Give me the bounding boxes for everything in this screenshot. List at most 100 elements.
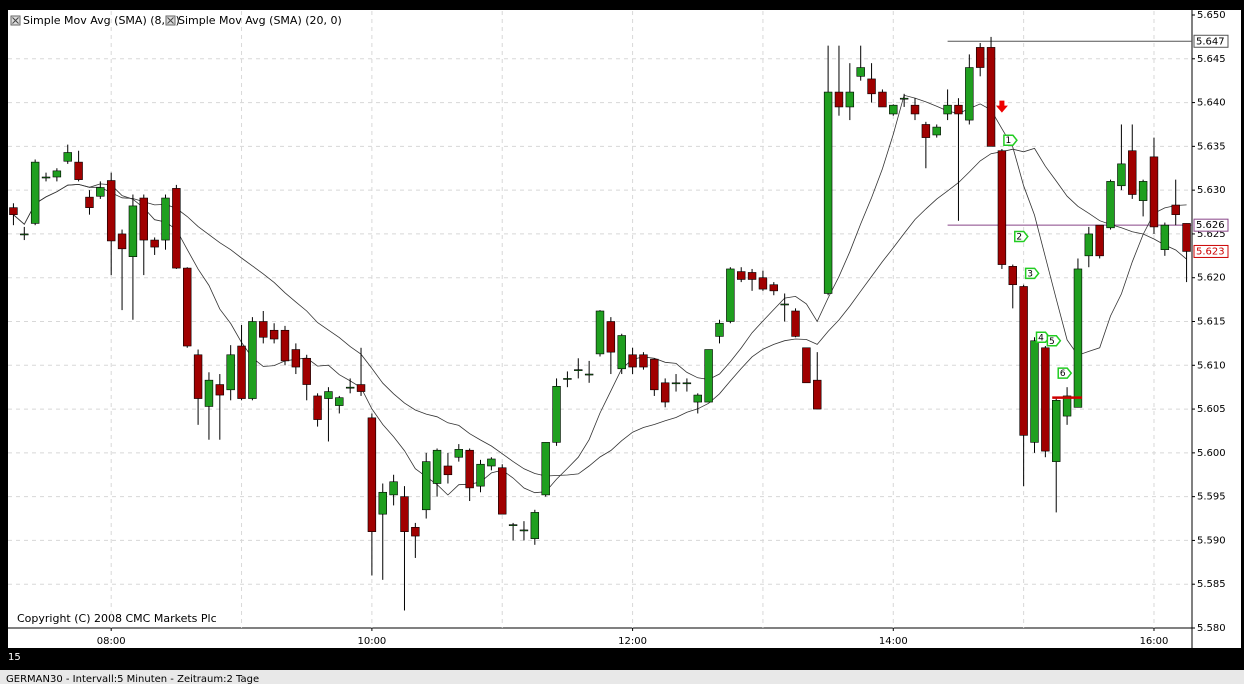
candle-body — [845, 91, 855, 108]
candle-body — [965, 67, 974, 121]
candle-body — [660, 382, 670, 403]
candle-body — [595, 310, 605, 355]
candle-body — [1106, 181, 1115, 229]
candle-body — [498, 467, 507, 515]
candle-body — [237, 345, 246, 399]
candle-body — [1019, 286, 1028, 436]
candle-body — [432, 449, 442, 484]
price-axis — [1192, 10, 1241, 648]
signal-label: 6 — [1060, 369, 1066, 379]
candle-body — [1030, 340, 1039, 443]
candle-body — [867, 78, 876, 95]
y-tick-label: 5.610 — [1197, 360, 1226, 371]
y-tick-label: 5.645 — [1197, 54, 1226, 65]
candle-body — [1052, 400, 1061, 462]
candle-body — [704, 349, 713, 403]
legend-check — [12, 17, 19, 24]
x-tick-label: 16:00 — [1140, 636, 1169, 647]
candle-body — [63, 152, 72, 162]
candle-body — [910, 104, 920, 115]
candle-body — [421, 461, 431, 511]
signal-label: 3 — [1027, 269, 1033, 279]
candle-body — [563, 378, 572, 380]
signal-flag — [1046, 335, 1062, 347]
footer-left: 15 — [8, 652, 21, 663]
candle-body — [41, 176, 51, 179]
candle-body — [9, 207, 18, 215]
candle-body — [280, 329, 290, 362]
candle-body — [715, 322, 724, 337]
candle-body — [574, 369, 583, 371]
candle-body — [671, 382, 681, 385]
candle-body — [726, 268, 735, 322]
y-tick-label: 5.650 — [1197, 10, 1226, 21]
candle-body — [954, 104, 963, 115]
signal-label: 4 — [1038, 333, 1044, 343]
candle-body — [150, 239, 159, 248]
candle-body — [802, 347, 811, 384]
y-tick-label: 5.635 — [1197, 141, 1226, 152]
signal-flag — [1003, 134, 1018, 146]
y-tick-label: 5.585 — [1197, 579, 1226, 590]
candle-body — [1041, 347, 1050, 452]
candle-body — [248, 321, 257, 399]
copyright: Copyright (C) 2008 CMC Markets Plc — [17, 612, 217, 625]
candle-body — [617, 335, 626, 370]
y-tick-label: 5.630 — [1197, 185, 1226, 196]
price-label: 5.647 — [1196, 36, 1225, 47]
candle-body — [454, 449, 463, 458]
candle-body — [20, 233, 29, 236]
candle-body — [367, 417, 377, 532]
candle-body — [975, 47, 985, 68]
sell-arrow — [995, 100, 1008, 113]
candle-body — [487, 458, 496, 467]
candle-body — [932, 126, 941, 136]
last-price-label: 5.623 — [1196, 246, 1225, 257]
candle-body — [389, 481, 398, 496]
y-tick-label: 5.600 — [1197, 448, 1226, 459]
candle-body — [204, 379, 214, 407]
candle-body — [1073, 268, 1083, 408]
signal-flag — [1014, 230, 1029, 243]
candle-body — [96, 187, 105, 197]
candle-body — [85, 196, 94, 208]
last-price-box — [1193, 244, 1229, 258]
signal-flag — [1057, 367, 1073, 379]
candle-body — [780, 303, 789, 306]
y-tick-label: 5.595 — [1197, 492, 1226, 503]
y-tick-label: 5.615 — [1197, 317, 1226, 328]
candle-body — [1171, 204, 1180, 215]
candle-body — [737, 271, 746, 280]
footer-info: GERMAN30 - Intervall:5 Minuten - Zeitrau… — [6, 674, 259, 684]
candle-body — [1084, 233, 1094, 257]
candle-body — [682, 382, 692, 385]
legend-entry: Simple Mov Avg (SMA) (20, 0) — [178, 14, 342, 27]
candle-body — [400, 496, 409, 532]
candle-body — [541, 442, 550, 496]
candle-body — [128, 205, 138, 257]
x-tick-label: 08:00 — [97, 636, 126, 647]
candle-body — [943, 104, 952, 115]
candle-body — [693, 394, 702, 403]
candle-body — [476, 463, 485, 487]
candle-body — [269, 329, 279, 340]
y-tick-label: 5.580 — [1197, 623, 1226, 634]
candle-body — [813, 379, 822, 410]
candle-body — [183, 267, 192, 347]
candle-body — [139, 197, 148, 241]
candle-body — [345, 386, 355, 389]
sma-line — [13, 147, 1187, 477]
candle-body — [921, 124, 931, 138]
candle-body — [986, 47, 996, 147]
legend-entry: Simple Mov Avg (SMA) (8, 0) — [23, 14, 180, 27]
candle-body — [172, 188, 181, 269]
candle-body — [584, 373, 594, 376]
price-label-box — [1193, 34, 1229, 48]
candle-body — [899, 97, 909, 100]
candle-body — [52, 170, 62, 178]
candle-body — [465, 449, 474, 489]
price-label-box — [1193, 218, 1229, 232]
candle-body — [324, 391, 333, 399]
candle-body — [1008, 266, 1017, 286]
signal-label: 1 — [1006, 136, 1012, 146]
